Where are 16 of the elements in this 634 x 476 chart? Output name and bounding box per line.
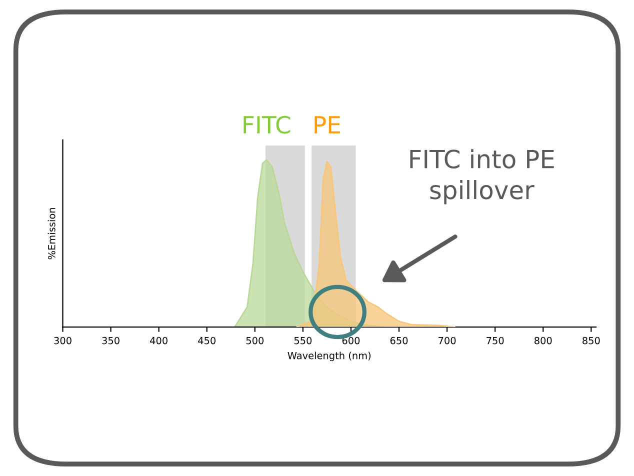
- x-tick-label: 450: [198, 336, 216, 344]
- series-label: PE: [314, 116, 340, 134]
- x-tick-label: 650: [390, 336, 408, 344]
- x-tick-label: 850: [582, 336, 600, 344]
- y-axis-title: %Emission: [48, 208, 56, 260]
- x-tick-label: 750: [486, 336, 504, 344]
- series-label: FITC: [244, 116, 290, 134]
- x-tick-label: 550: [294, 336, 312, 344]
- x-tick-label: 300: [54, 336, 72, 344]
- x-tick-label: 400: [150, 336, 168, 344]
- x-tick-label: 500: [246, 336, 264, 344]
- annotation: FITC into PE spillover: [410, 149, 554, 204]
- x-tick-label: 800: [534, 336, 552, 344]
- x-tick-label: 700: [438, 336, 456, 344]
- x-axis-title: Wavelength (nm): [288, 352, 371, 362]
- x-tick-label: 350: [102, 336, 120, 344]
